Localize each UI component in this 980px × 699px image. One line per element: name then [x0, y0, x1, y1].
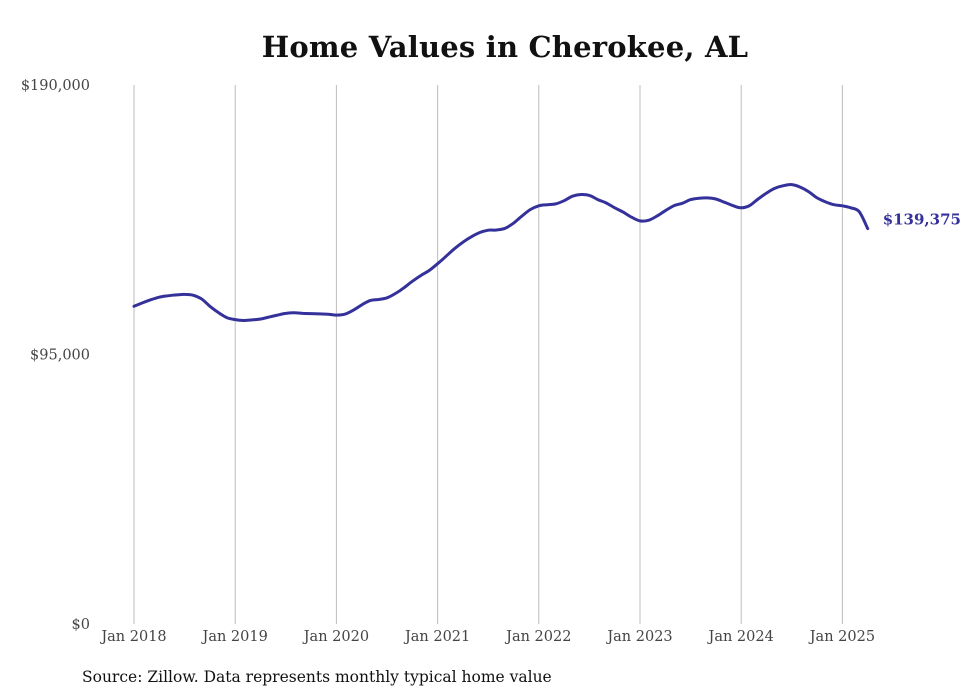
source-caption: Source: Zillow. Data represents monthly … [82, 668, 552, 686]
x-axis-ticks: Jan 2018 Jan 2019 Jan 2020 Jan 2021 Jan 2022… [99, 629, 875, 645]
x-tick-label: Jan 2025 [808, 629, 875, 645]
end-value-label-group: $139,375 [883, 211, 961, 229]
x-tick-label: Jan 2021 [403, 629, 470, 645]
end-value-label: $139,375 [883, 211, 961, 229]
x-tick-label: Jan 2019 [201, 629, 268, 645]
gridlines [133, 85, 843, 624]
series-line-0 [132, 183, 870, 322]
y-tick-label: $0 [72, 617, 90, 633]
series-layer [132, 183, 870, 322]
chart-title: Home Values in Cherokee, AL [261, 30, 749, 64]
x-tick-label: Jan 2022 [504, 629, 571, 645]
x-tick-label: Jan 2023 [605, 629, 672, 645]
y-tick-label: $190,000 [21, 78, 90, 94]
x-tick-label: Jan 2018 [99, 629, 166, 645]
x-tick-label: Jan 2024 [707, 629, 774, 645]
y-axis-ticks: $190,000 $95,000 $0 [21, 78, 90, 633]
y-tick-label: $95,000 [30, 348, 90, 364]
x-tick-label: Jan 2020 [302, 629, 369, 645]
